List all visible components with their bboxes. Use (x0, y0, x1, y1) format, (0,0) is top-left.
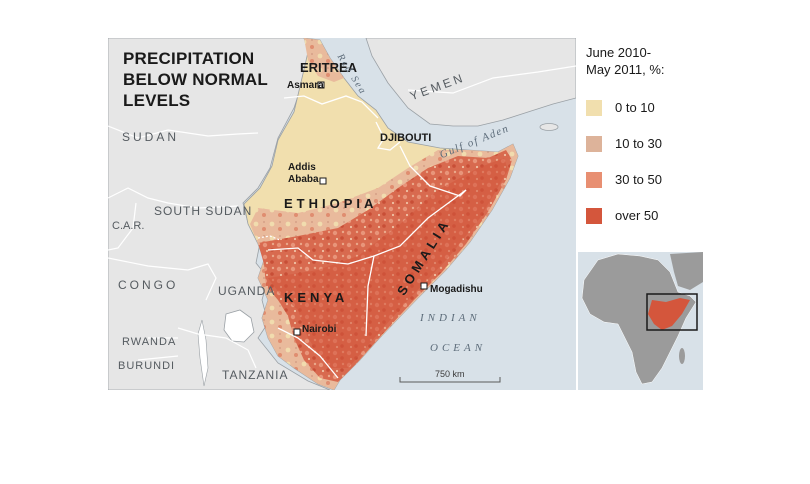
label-eritrea: ERITREA (300, 60, 358, 75)
eritrea-ethiopia-border (283, 95, 379, 119)
somalia-border-2 (365, 189, 467, 337)
map-title: PRECIPITATION BELOW NORMAL LEVELS (123, 49, 268, 110)
djibouti-border (375, 121, 401, 151)
label-ocean: OCEAN (430, 342, 487, 354)
scale-label: 750 km (435, 369, 465, 379)
asmara-marker (317, 81, 325, 89)
map-figure: PRECIPITATION BELOW NORMAL LEVELS SUDAN … (108, 38, 703, 390)
label-burundi: BURUNDI (118, 360, 176, 372)
yemen-land (365, 38, 576, 127)
kenya-tanzania-border (277, 327, 339, 379)
label-uganda: UGANDA (218, 284, 276, 298)
label-addis-ababa: Addis Ababa (288, 162, 319, 185)
inset-arabia (670, 252, 703, 290)
label-mogadishu: Mogadishu (430, 284, 483, 295)
nairobi-marker (293, 328, 301, 336)
addis-ababa-marker (319, 177, 327, 185)
legend-title: June 2010- May 2011, %: (586, 45, 665, 77)
map-panel: PRECIPITATION BELOW NORMAL LEVELS SUDAN … (108, 38, 576, 390)
label-asmara: Asmara (287, 80, 324, 91)
label-south-sudan: SOUTH SUDAN (154, 204, 253, 218)
legend-label: over 50 (615, 208, 659, 223)
legend-label: 0 to 10 (615, 100, 655, 115)
legend-swatch (586, 172, 602, 188)
legend-label: 10 to 30 (615, 136, 662, 151)
disputed-border (257, 235, 281, 241)
inset-africa (581, 253, 697, 385)
mogadishu-marker (420, 282, 428, 290)
inset-canvas (581, 252, 703, 385)
label-rwanda: RWANDA (122, 336, 177, 348)
label-indian: INDIAN (420, 312, 481, 324)
legend-swatch (586, 100, 602, 116)
ethiopia-somalia-border (399, 145, 467, 197)
lake-victoria (223, 309, 255, 343)
inset-madagascar (679, 348, 685, 364)
inset-region-highlight (648, 298, 690, 330)
label-nairobi: Nairobi (302, 324, 337, 335)
yemen-border (407, 65, 576, 94)
label-congo: CONGO (118, 278, 179, 292)
label-ethiopia: ETHIOPIA (284, 196, 378, 211)
inset-locator-map (578, 252, 703, 390)
label-kenya: KENYA (284, 290, 349, 305)
map-canvas (108, 38, 576, 390)
label-tanzania: TANZANIA (222, 368, 289, 382)
legend-swatch (586, 208, 602, 224)
legend-label: 30 to 50 (615, 172, 662, 187)
label-djibouti: DJIBOUTI (380, 132, 432, 144)
label-car: C.A.R. (112, 220, 145, 232)
label-sudan: SUDAN (122, 130, 180, 144)
legend-panel: June 2010- May 2011, %: 0 to 10 10 to 30… (578, 38, 703, 250)
socotra-island (539, 123, 559, 131)
legend-swatch (586, 136, 602, 152)
inset-focus-box (646, 293, 698, 331)
scale-bar (399, 377, 501, 383)
kenya-ethiopia-border (267, 247, 375, 265)
